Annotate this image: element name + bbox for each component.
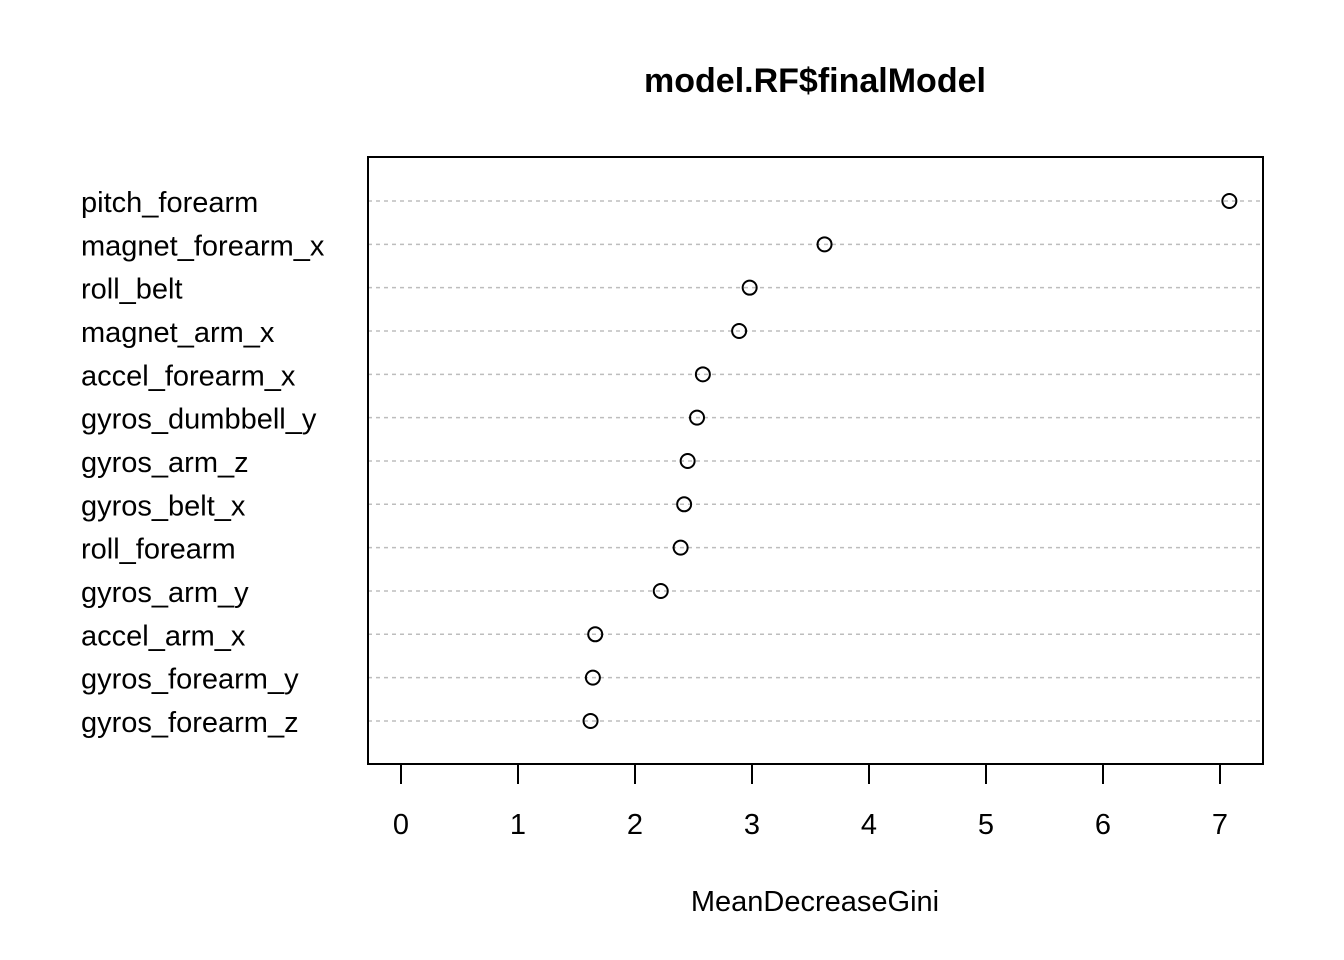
data-point xyxy=(694,366,711,383)
data-points xyxy=(582,193,1238,729)
data-point xyxy=(676,496,693,513)
data-point xyxy=(1221,193,1238,209)
variable-label: gyros_arm_y xyxy=(81,577,249,609)
data-point xyxy=(731,322,748,339)
x-tick-label: 2 xyxy=(627,809,643,841)
variable-label: gyros_dumbbell_y xyxy=(81,404,317,436)
variable-label: pitch_forearm xyxy=(81,187,258,219)
variable-label: magnet_arm_x xyxy=(81,317,275,349)
data-point xyxy=(652,582,669,599)
x-tick-label: 0 xyxy=(393,809,409,841)
guide-lines xyxy=(368,200,1263,722)
x-tick-label: 3 xyxy=(744,809,760,841)
chart-title: model.RF$finalModel xyxy=(644,62,986,100)
data-point xyxy=(582,712,599,729)
data-point xyxy=(672,539,689,556)
x-axis-label: MeanDecreaseGini xyxy=(691,886,939,918)
x-tick-label: 4 xyxy=(861,809,877,841)
x-axis: 0 1 2 3 4 5 6 7 xyxy=(393,763,1228,841)
x-tick-label: 1 xyxy=(510,809,526,841)
variable-label: gyros_forearm_y xyxy=(81,664,299,696)
x-tick-label: 7 xyxy=(1212,809,1228,841)
variable-labels: pitch_forearm magnet_forearm_x roll_beltma… xyxy=(81,187,325,739)
variable-label: magnet_forearm_x xyxy=(81,230,325,262)
data-point xyxy=(816,236,833,253)
data-point xyxy=(689,409,706,426)
variable-label: accel_forearm_x xyxy=(81,360,296,392)
data-point xyxy=(679,452,696,469)
variable-label: roll_forearm xyxy=(81,534,236,566)
variable-label: gyros_arm_z xyxy=(81,447,249,479)
x-tick-label: 5 xyxy=(978,809,994,841)
variable-label: roll_belt xyxy=(81,274,183,306)
variable-label: gyros_belt_x xyxy=(81,490,246,522)
data-point xyxy=(587,626,604,643)
variable-label: gyros_forearm_z xyxy=(81,707,299,739)
data-point xyxy=(741,279,758,296)
data-point xyxy=(584,669,601,686)
x-tick-label: 6 xyxy=(1095,809,1111,841)
variable-label: accel_arm_x xyxy=(81,620,246,652)
